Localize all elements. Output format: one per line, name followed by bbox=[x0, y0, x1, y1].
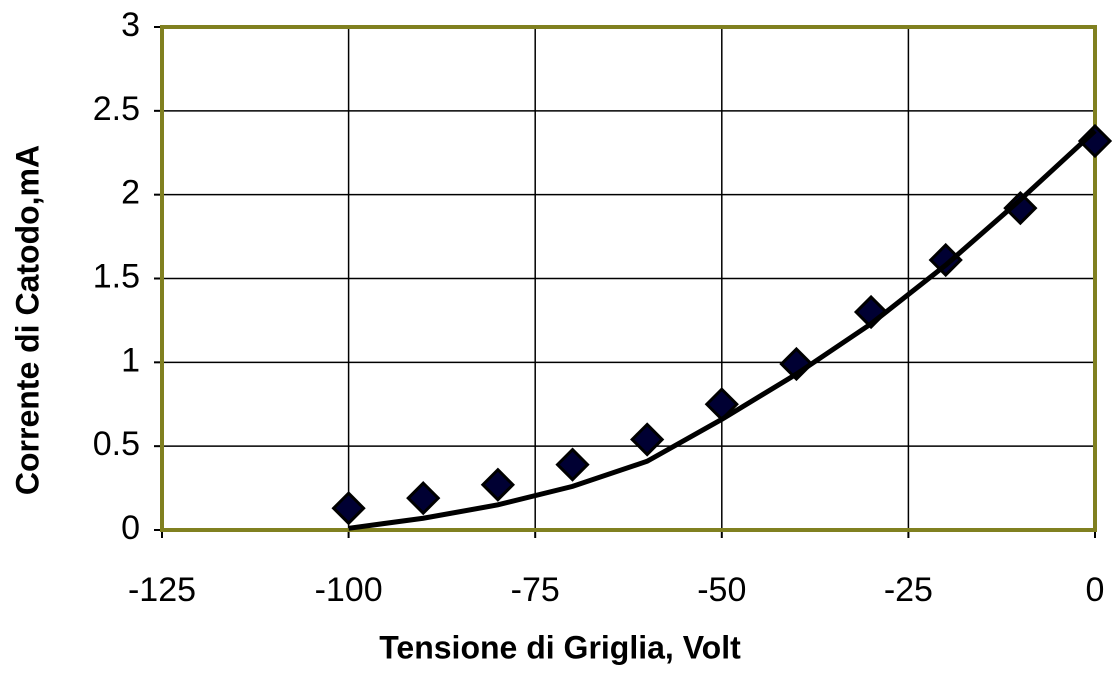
fit-line bbox=[348, 129, 1097, 531]
data-point bbox=[480, 467, 516, 502]
data-point bbox=[630, 422, 665, 457]
data-point bbox=[1077, 123, 1113, 159]
x-axis-title: Tensione di Griglia, Volt bbox=[379, 629, 741, 665]
data-point bbox=[331, 491, 366, 526]
y-tick-label: 0.5 bbox=[93, 425, 140, 463]
plot-frame bbox=[160, 25, 1097, 532]
x-tick-label: -25 bbox=[884, 571, 933, 609]
x-tick-label: -50 bbox=[697, 571, 746, 609]
y-tick-label: 2 bbox=[121, 174, 140, 212]
y-tick-label: 3 bbox=[121, 6, 140, 44]
data-point bbox=[406, 481, 441, 516]
y-tick-label: 0 bbox=[121, 509, 140, 547]
x-tick-label: 0 bbox=[1086, 571, 1105, 609]
x-tick-label: -100 bbox=[315, 571, 383, 609]
data-point bbox=[555, 447, 590, 482]
data-point bbox=[1003, 190, 1038, 226]
x-tick-label: -125 bbox=[128, 571, 196, 609]
y-axis-title: Corrente di Catodo,mA bbox=[9, 145, 45, 495]
y-tick-label: 2.5 bbox=[93, 90, 140, 128]
x-tick-label: -75 bbox=[511, 571, 560, 609]
y-tick-label: 1 bbox=[121, 341, 140, 379]
y-tick-label: 1.5 bbox=[93, 257, 140, 295]
